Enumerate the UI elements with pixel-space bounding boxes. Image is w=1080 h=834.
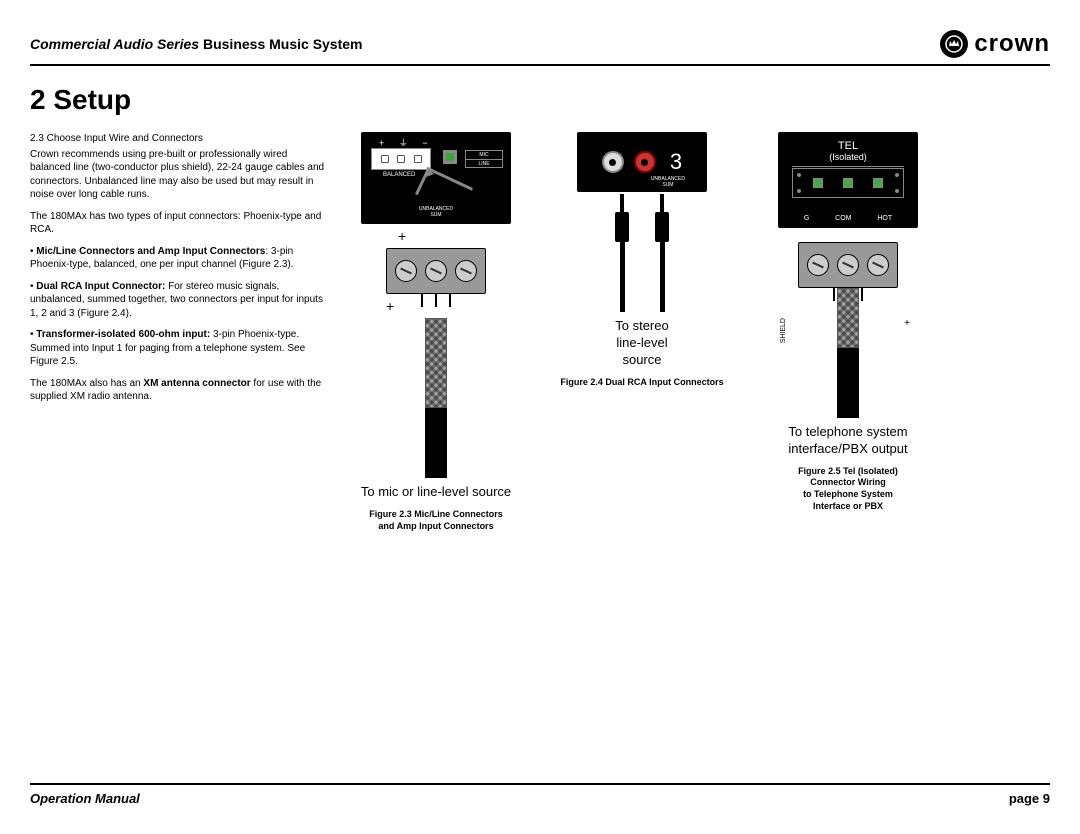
brand-logo: crown [940,30,1050,58]
figure-2-3: + ⏚ − BALANCED MIC LINE UNBALANCED SUM + [346,132,526,532]
plus-marker: + [398,228,406,244]
connector-panel: + ⏚ − BALANCED MIC LINE UNBALANCED SUM [361,132,511,224]
figure-2-4: 3 UNBALANCED SUM To stereo line-level so… [542,132,742,532]
plus-marker: + [386,298,394,314]
shielded-cable [833,288,863,418]
rca-panel: 3 UNBALANCED SUM [577,132,707,192]
paragraph: The 180MAx has two types of input connec… [30,210,330,237]
section-title: 2 Setup [30,84,1050,116]
page-header: Commercial Audio Series Business Music S… [30,30,1050,66]
phoenix-connector [386,248,486,294]
phoenix-connector [798,242,898,288]
green-button [443,150,457,164]
subsection-heading: 2.3 Choose Input Wire and Connectors [30,132,330,146]
figure-caption: Figure 2.3 Mic/Line Connectors and Amp I… [369,509,503,532]
input-number: 3 [670,149,682,175]
mic-line-switch: MIC LINE [465,150,503,168]
rca-plug [615,194,629,312]
tel-subtitle: (Isolated) [786,152,910,162]
unbalanced-label: UNBALANCED SUM [419,207,453,218]
paragraph: The 180MAx also has an XM antenna connec… [30,377,330,404]
bullet-item: • Dual RCA Input Connector: For stereo m… [30,280,330,321]
rca-jack-white [602,151,624,173]
terminal-strip [792,168,904,198]
figure-label: To telephone system interface/PBX output [788,424,907,458]
paragraph: Crown recommends using pre-built or prof… [30,148,330,202]
bullet-item: • Mic/Line Connectors and Amp Input Conn… [30,245,330,272]
rca-plug [655,194,669,312]
footer-left: Operation Manual [30,791,140,806]
balanced-label: BALANCED [383,172,415,178]
shielded-cable [421,318,451,478]
product-name: Business Music System [203,36,363,52]
tel-title: TEL [786,140,910,152]
unbalanced-label: UNBALANCED SUM [651,177,685,188]
plus-marker: + [904,318,910,329]
tel-panel: TEL (Isolated) G COM HOT [778,132,918,228]
body-text: 2.3 Choose Input Wire and Connectors Cro… [30,132,330,532]
footer-right: page 9 [1009,791,1050,806]
rca-jack-red [634,151,656,173]
page-footer: Operation Manual page 9 [30,783,1050,806]
series-name: Commercial Audio Series [30,36,199,52]
shield-label: SHIELD [780,318,787,343]
figure-caption: Figure 2.5 Tel (Isolated) Connector Wiri… [798,466,898,513]
figure-caption: Figure 2.4 Dual RCA Input Connectors [560,377,723,389]
bullet-item: • Transformer-isolated 600-ohm input: 3-… [30,328,330,369]
brand-text: crown [974,30,1050,58]
figure-label: To stereo line-level source [615,318,668,369]
crown-icon [940,30,968,58]
figure-label: To mic or line-level source [361,484,511,501]
pin-labels: G COM HOT [778,215,918,222]
phoenix-jack [371,148,431,170]
figure-2-5: TEL (Isolated) G COM HOT [758,132,938,532]
rca-plugs [615,194,669,312]
header-title: Commercial Audio Series Business Music S… [30,36,363,52]
